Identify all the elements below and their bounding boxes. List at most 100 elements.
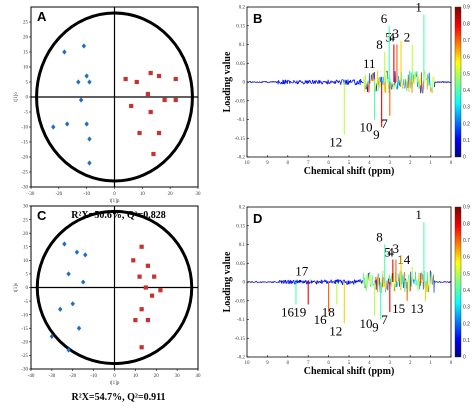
colorbar-tick-label: 0.9	[463, 205, 470, 211]
data-point-diamond	[74, 249, 80, 255]
data-point-square	[145, 91, 150, 97]
y-tick-label: 20	[23, 36, 29, 41]
score-plot-A: -30 -20 -10 0 10 20 30 -30 -25 -20 -15 -10 -5 0 5 10 15 2…	[14, 6, 202, 221]
x-tick-label: 6	[327, 161, 330, 166]
colorbar	[454, 6, 462, 158]
peak-label: 3	[393, 241, 400, 256]
data-point-square	[143, 285, 148, 290]
peak-label: 2	[404, 30, 411, 45]
data-point-diamond	[87, 136, 92, 142]
x-axis-label: t[1]p	[110, 199, 120, 204]
data-point-square	[129, 103, 134, 109]
x-tick-label: 7	[307, 361, 310, 366]
colorbar	[454, 206, 462, 358]
x-tick-label: -30	[49, 374, 56, 379]
data-point-diamond	[49, 333, 55, 339]
colorbar-tick-label: 0.8	[463, 21, 470, 27]
peak-label: 14	[397, 252, 411, 267]
peak-label: 11	[363, 56, 376, 71]
colorbar-tick-label: 0.6	[463, 255, 470, 261]
x-tick-label: 20	[168, 192, 174, 197]
x-axis-label: t[1]p	[110, 381, 120, 386]
data-point-diamond	[83, 252, 88, 258]
peak-label: 18	[322, 305, 335, 320]
y-tick-label: -25	[21, 354, 28, 359]
panel-label: A	[37, 9, 47, 24]
x-tick-label: 20	[154, 374, 160, 379]
data-point-square	[152, 274, 157, 279]
peak-label: 8	[376, 230, 383, 245]
y-tick-label: 0.05	[236, 262, 245, 267]
y-tick-label: 20	[23, 232, 29, 237]
y-tick-label: 0	[26, 286, 29, 291]
data-point-square	[123, 76, 128, 82]
y-tick-label: 10	[23, 259, 29, 264]
peak-label: 7	[381, 312, 388, 327]
y-tick-label: -20	[21, 341, 28, 346]
data-point-diamond	[80, 279, 86, 285]
y-tick-label: 0	[243, 281, 246, 286]
y-tick-label: -0.15	[235, 137, 246, 142]
data-point-square	[145, 263, 150, 268]
colorbar-tick-label: 0	[463, 155, 466, 161]
data-point-diamond	[78, 97, 84, 103]
y-tick-label: -15	[21, 327, 28, 332]
peak-label: 16	[281, 305, 295, 320]
y-tick-label: -15	[21, 141, 28, 146]
y-tick-label: 15	[23, 245, 29, 250]
x-tick-label: 1	[429, 361, 432, 366]
data-point-diamond	[81, 43, 87, 49]
peak-label: 9	[373, 127, 380, 142]
x-tick-label: 0	[113, 192, 116, 197]
y-tick-label: -20	[21, 156, 28, 161]
x-tick-label: 8	[287, 361, 290, 366]
y-tick-label: -30	[21, 186, 28, 191]
y-axis-label: Loading value	[222, 251, 233, 312]
x-tick-label: 30	[196, 192, 202, 197]
y-tick-label: -0.05	[235, 99, 246, 104]
x-tick-label: 10	[133, 374, 139, 379]
x-tick-label: 40	[196, 374, 202, 379]
y-tick-label: 0.1	[239, 243, 246, 248]
data-point-square	[148, 70, 153, 76]
x-tick-label: 10	[140, 192, 146, 197]
data-point-diamond	[76, 325, 82, 331]
colorbar-tick-label: 0.1	[463, 138, 470, 144]
y-tick-label: 0.05	[236, 62, 245, 67]
y-tick-label: 0.1	[239, 43, 246, 48]
x-tick-label: 30	[175, 374, 181, 379]
data-point-diamond	[62, 241, 67, 247]
model-statistics: R²X=50.6%, Q²=0.828	[71, 210, 166, 221]
y-tick-label: 0.15	[236, 224, 245, 229]
y-tick-label: 15	[23, 51, 29, 56]
peak-label: 12	[329, 135, 342, 150]
colorbar-tick-label: 0.6	[463, 55, 470, 61]
x-tick-label: 10	[245, 361, 251, 366]
data-point-square	[133, 318, 138, 323]
colorbar-tick-label: 0.1	[463, 338, 470, 344]
data-point-diamond	[58, 306, 63, 312]
peak-label: 15	[392, 301, 405, 316]
y-tick-label: 0.2	[239, 206, 246, 211]
x-tick-label: 4	[368, 161, 371, 166]
y-tick-label: 10	[23, 66, 29, 71]
data-point-diamond	[87, 160, 92, 166]
colorbar-tick-label: 0.3	[463, 105, 470, 111]
x-axis-label: Chemical shift (ppm)	[304, 166, 395, 177]
y-axis-label: t[1]o	[14, 282, 19, 292]
data-point-diamond	[70, 301, 75, 307]
y-tick-label: -0.1	[237, 318, 245, 323]
data-point-square	[158, 288, 163, 293]
peak-label: 17	[295, 263, 309, 278]
x-tick-label: 1	[429, 161, 432, 166]
peak-label: 13	[411, 301, 424, 316]
panel-label: B	[253, 11, 262, 26]
y-tick-label: 25	[23, 21, 29, 26]
panel-label: C	[37, 208, 47, 223]
x-tick-label: -40	[28, 374, 35, 379]
y-tick-label: -0.05	[235, 299, 246, 304]
data-point-square	[134, 79, 139, 85]
colorbar-tick-label: 0.7	[463, 238, 470, 244]
